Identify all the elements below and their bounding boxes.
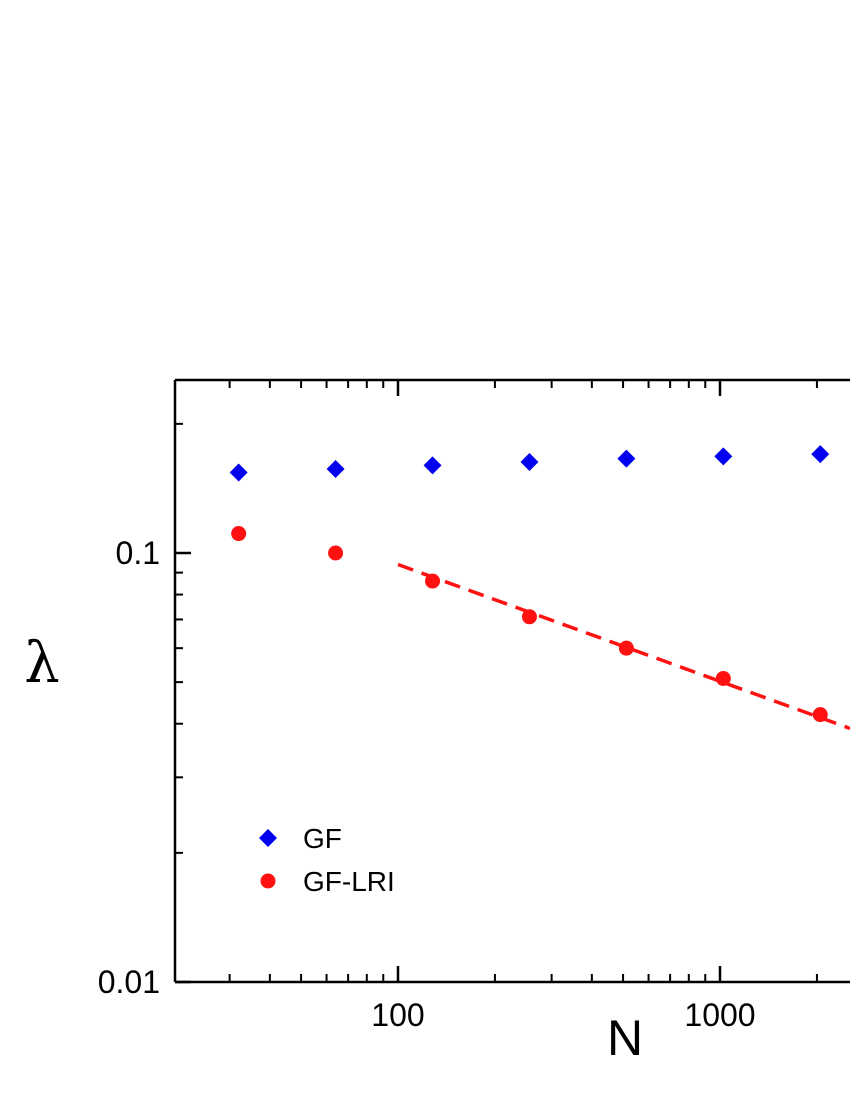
y-axis-title: λ: [24, 631, 60, 696]
gf-lri-point-0: [231, 526, 247, 542]
gf-lri-point-3: [521, 609, 537, 625]
legend-diamond: [259, 829, 277, 847]
gf-lri-point-5: [715, 670, 731, 686]
y-tick-label-0.01: 0.01: [98, 964, 160, 1000]
y-tick-label-0.1: 0.1: [116, 535, 160, 571]
legend-label-gf-lri: GF-LRI: [303, 866, 395, 897]
gf-lri-point-4: [618, 640, 634, 656]
plot-frame: [173, 378, 850, 984]
x-axis-title: N: [607, 1010, 643, 1066]
legend-label-gf: GF: [303, 823, 342, 854]
gf-lri-point-6: [812, 707, 828, 723]
gf-point-3: [520, 452, 539, 471]
gf-point-5: [714, 447, 733, 466]
gf-point-4: [617, 449, 636, 468]
gf-lri-point-2: [425, 573, 441, 589]
gf-lri-point-1: [328, 545, 344, 561]
gf-point-0: [229, 463, 248, 482]
minor-ticks: [175, 380, 818, 982]
major-ticks: [175, 380, 722, 984]
legend: GF GF-LRI: [259, 823, 395, 897]
x-tick-label-100: 100: [371, 997, 424, 1033]
legend-circle: [260, 873, 276, 889]
x-tick-label-1000: 1000: [684, 997, 755, 1033]
gf-point-6: [811, 445, 830, 464]
gf-point-2: [423, 456, 442, 475]
legend-marker-gf: [259, 829, 277, 847]
data-points: [229, 445, 830, 723]
gf-point-1: [326, 459, 345, 478]
legend-marker-gf-lri: [260, 873, 276, 889]
